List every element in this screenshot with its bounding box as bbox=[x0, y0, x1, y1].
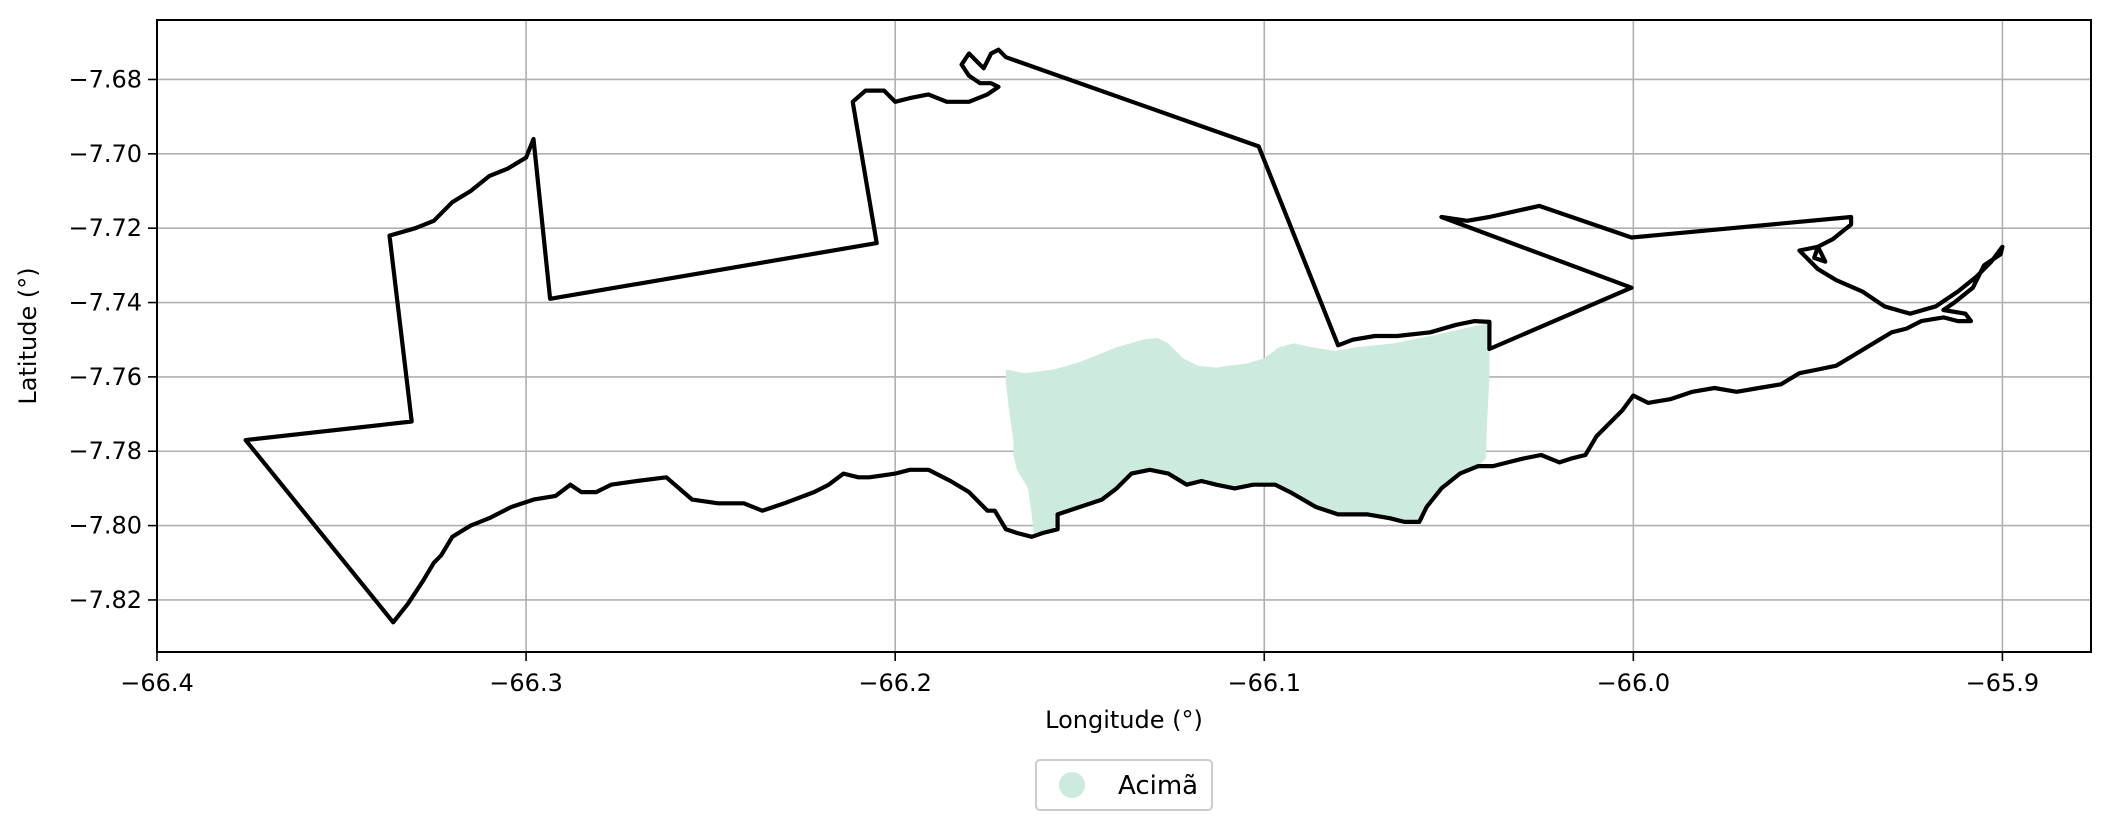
x-tick-label-3: −66.1 bbox=[1227, 669, 1301, 697]
x-tick-label-5: −65.9 bbox=[1966, 669, 2040, 697]
y-tick-label-4: −7.76 bbox=[68, 363, 142, 391]
x-tick-label-1: −66.3 bbox=[489, 669, 563, 697]
y-tick-label-3: −7.74 bbox=[68, 289, 142, 317]
area-acima bbox=[1005, 323, 1490, 533]
y-tick-label-1: −7.70 bbox=[68, 140, 142, 168]
y-tick-label-0: −7.68 bbox=[68, 65, 142, 93]
y-tick-label-7: −7.82 bbox=[68, 586, 142, 614]
x-tick-label-4: −66.0 bbox=[1597, 669, 1671, 697]
y-axis-label: Latitude (°) bbox=[14, 267, 42, 404]
axis-ticks: −66.4 −66.3 −66.2 −66.1 −66.0 −65.9 −7.68 −7.70… bbox=[68, 65, 2039, 697]
x-axis-label: Longitude (°) bbox=[1045, 706, 1203, 734]
y-tick-label-5: −7.78 bbox=[68, 437, 142, 465]
legend-marker-acima bbox=[1059, 772, 1085, 798]
y-tick-label-2: −7.72 bbox=[68, 214, 142, 242]
legend-frame bbox=[1035, 759, 1213, 811]
plot-area bbox=[243, 47, 2005, 625]
boundary-outline bbox=[243, 47, 2005, 625]
legend: Acimã bbox=[1035, 759, 1213, 811]
axes-frame bbox=[156, 19, 2092, 653]
x-tick-label-2: −66.2 bbox=[858, 669, 932, 697]
legend-label-acima: Acimã bbox=[1118, 771, 1198, 801]
y-tick-label-6: −7.80 bbox=[68, 512, 142, 540]
x-tick-label-0: −66.4 bbox=[120, 669, 194, 697]
